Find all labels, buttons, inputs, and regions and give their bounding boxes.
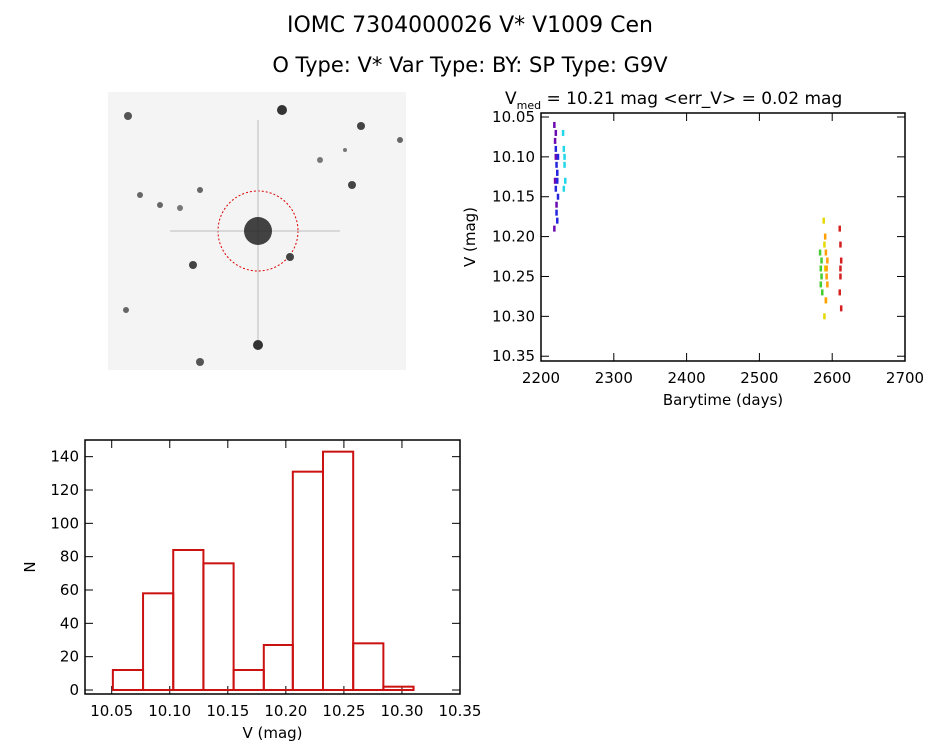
y-tick-label: 10.05	[492, 108, 535, 126]
x-tick-label: 10.30	[380, 702, 423, 720]
y-tick-label: 10.25	[492, 267, 535, 285]
title-sub: med	[517, 99, 541, 112]
data-point	[839, 257, 843, 264]
data-point	[823, 241, 826, 248]
data-point	[820, 257, 823, 264]
data-point	[824, 297, 828, 304]
scatter-title: Vmed = 10.21 mag <err_V> = 0.02 mag	[505, 89, 842, 112]
x-axis-label: Barytime (days)	[663, 391, 783, 409]
y-axis-label: N	[21, 561, 39, 572]
data-point	[554, 153, 558, 160]
bar	[172, 549, 205, 691]
data-point	[818, 249, 822, 256]
data-point	[554, 145, 558, 152]
bar	[322, 450, 355, 691]
title-part: V	[505, 89, 517, 109]
x-tick-label: 10.35	[439, 702, 482, 720]
data-point	[564, 177, 567, 184]
x-tick-label: 10.15	[206, 702, 249, 720]
bar	[232, 669, 265, 691]
data-point	[823, 265, 827, 272]
data-point	[555, 161, 558, 168]
data-point	[839, 305, 843, 312]
data-point	[556, 217, 559, 224]
data-point	[562, 185, 566, 192]
data-point	[562, 145, 566, 152]
star-field-image	[108, 92, 406, 370]
plot-frame	[540, 112, 906, 362]
y-tick-label: 100	[50, 514, 79, 532]
data-point	[838, 225, 841, 232]
bar	[142, 592, 175, 691]
x-tick-label: 2700	[886, 369, 924, 387]
data-point	[561, 129, 565, 136]
y-tick-label: 10.20	[492, 228, 535, 246]
data-point	[825, 273, 828, 280]
page-title: IOMC 7304000026 V* V1009 Cen	[287, 13, 653, 38]
data-point	[563, 161, 566, 168]
data-point	[839, 265, 842, 272]
page-subtitle: O Type: V* Var Type: BY: SP Type: G9V	[272, 53, 668, 77]
data-point	[826, 257, 829, 264]
x-tick-label: 10.20	[264, 702, 307, 720]
x-tick-label: 2400	[668, 369, 706, 387]
y-tick-label: 60	[60, 581, 79, 599]
data-point	[556, 153, 560, 160]
data-point	[555, 201, 558, 208]
data-point	[553, 177, 557, 184]
data-point	[823, 313, 826, 320]
bar	[202, 562, 235, 691]
x-tick-label: 10.05	[90, 702, 133, 720]
y-tick-label: 10.15	[492, 188, 535, 206]
x-axis-label: V (mag)	[242, 724, 302, 742]
y-tick-label: 40	[60, 614, 79, 632]
data-point	[554, 129, 558, 136]
x-tick-label: 2300	[595, 369, 633, 387]
y-tick-label: 10.35	[492, 347, 535, 365]
bar	[352, 642, 385, 691]
y-tick-label: 0	[69, 681, 79, 699]
data-point	[819, 265, 823, 272]
y-tick-label: 120	[50, 481, 79, 499]
bar	[111, 669, 145, 691]
data-point	[826, 281, 829, 288]
data-point	[823, 233, 827, 240]
title-part: = 10.21 mag <err_V> = 0.02 mag	[541, 89, 842, 109]
y-tick-label: 80	[60, 548, 79, 566]
data-point	[553, 225, 556, 232]
y-axis-label: V (mag)	[461, 207, 479, 267]
data-point	[554, 185, 558, 192]
y-tick-label: 10.30	[492, 307, 535, 325]
data-point	[821, 289, 824, 296]
data-point	[553, 137, 557, 144]
data-point	[553, 121, 556, 128]
data-point	[556, 177, 559, 184]
data-point	[556, 193, 560, 200]
bar	[262, 644, 294, 691]
data-point	[820, 273, 823, 280]
data-point	[838, 289, 841, 296]
bar	[382, 685, 415, 692]
data-point	[839, 273, 842, 280]
y-tick-label: 140	[50, 448, 79, 466]
bar	[291, 470, 325, 691]
data-point	[824, 249, 828, 256]
data-point	[555, 209, 558, 216]
y-tick-label: 20	[60, 648, 79, 666]
data-point	[825, 265, 828, 272]
x-tick-label: 2500	[740, 369, 778, 387]
data-point	[819, 281, 823, 288]
data-point	[839, 241, 842, 248]
x-tick-label: 10.25	[322, 702, 365, 720]
y-tick-label: 10.10	[492, 148, 535, 166]
x-tick-label: 2200	[522, 369, 560, 387]
plot-frame	[84, 439, 461, 695]
x-tick-label: 2600	[813, 369, 851, 387]
data-point	[822, 217, 825, 224]
data-point	[556, 169, 559, 176]
data-point	[563, 153, 566, 160]
x-tick-label: 10.10	[148, 702, 191, 720]
